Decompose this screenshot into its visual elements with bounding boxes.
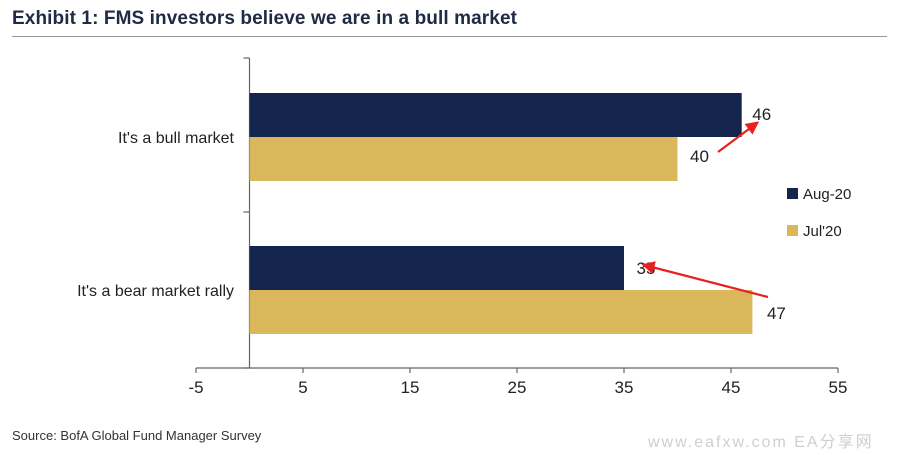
change-arrow-0 [717, 121, 760, 153]
x-tick-label-1: 5 [298, 378, 307, 397]
legend-swatch-0 [787, 188, 798, 199]
bar-1-1 [249, 290, 753, 334]
category-label-0: It's a bull market [118, 130, 235, 147]
bar-0-0 [249, 93, 742, 137]
legend-swatch-1 [787, 225, 798, 236]
data-label-0-0: 46 [752, 105, 771, 124]
legend-label-0: Aug-20 [803, 186, 851, 203]
data-label-1-1: 47 [767, 304, 786, 323]
bar-1-0 [249, 246, 624, 290]
legend-label-1: Jul'20 [803, 223, 842, 240]
chart-title: Exhibit 1: FMS investors believe we are … [12, 8, 518, 29]
bar-chart: -5 5 15 25 35 45 55 It's a bull market It's a be… [77, 57, 851, 397]
watermark: www.eafxw.com EA分享网 [648, 434, 874, 451]
x-tick-label-3: 25 [508, 378, 527, 397]
change-arrow-1 [641, 261, 769, 299]
category-label-1: It's a bear market rally [77, 283, 234, 300]
source-note: Source: BofA Global Fund Manager Survey [12, 428, 262, 443]
x-tick-label-0: -5 [188, 378, 203, 397]
data-label-1-0: 35 [637, 259, 656, 278]
x-tick-label-4: 35 [615, 378, 634, 397]
bar-0-1 [249, 137, 678, 181]
title-divider [12, 36, 887, 37]
x-tick-label-2: 15 [401, 378, 420, 397]
data-label-0-1: 40 [690, 147, 709, 166]
x-tick-label-6: 55 [829, 378, 848, 397]
x-tick-label-5: 45 [722, 378, 741, 397]
